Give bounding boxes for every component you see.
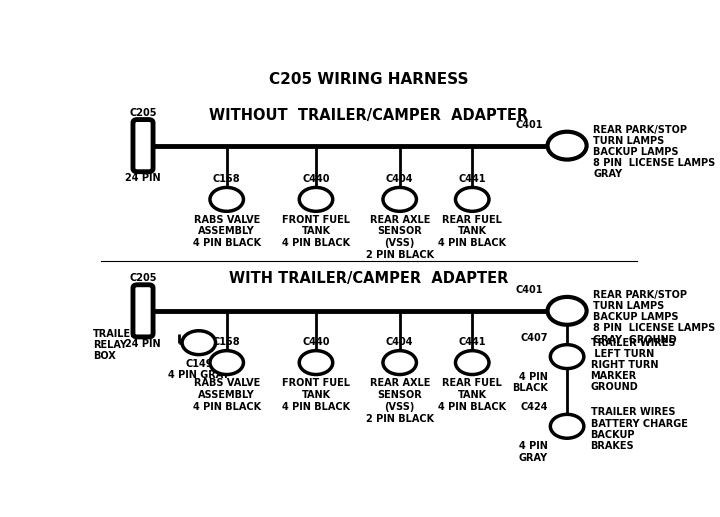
Text: TURN LAMPS: TURN LAMPS [593,301,665,311]
Text: 24 PIN: 24 PIN [125,173,161,184]
Text: 2 PIN BLACK: 2 PIN BLACK [366,414,433,423]
Text: 4 PIN BLACK: 4 PIN BLACK [438,402,506,412]
Text: TRAILER WIRES: TRAILER WIRES [590,338,675,348]
Text: 8 PIN  LICENSE LAMPS: 8 PIN LICENSE LAMPS [593,323,716,333]
Circle shape [383,188,416,211]
Text: WITH TRAILER/CAMPER  ADAPTER: WITH TRAILER/CAMPER ADAPTER [229,271,509,286]
Text: BACKUP LAMPS: BACKUP LAMPS [593,312,679,322]
Text: 2 PIN BLACK: 2 PIN BLACK [366,250,433,261]
Text: ASSEMBLY: ASSEMBLY [198,226,255,236]
Text: BACKUP LAMPS: BACKUP LAMPS [593,147,679,157]
Text: TANK: TANK [302,226,330,236]
Circle shape [210,351,243,374]
Circle shape [550,345,584,369]
FancyBboxPatch shape [133,285,153,337]
Text: ASSEMBLY: ASSEMBLY [198,390,255,400]
Text: LEFT TURN: LEFT TURN [590,349,654,359]
Circle shape [210,188,243,211]
Text: SENSOR: SENSOR [377,226,422,236]
Text: GROUND: GROUND [590,382,638,392]
Text: REAR PARK/STOP: REAR PARK/STOP [593,290,688,300]
Text: RIGHT TURN: RIGHT TURN [590,360,658,370]
Text: C440: C440 [302,338,330,347]
Text: C441: C441 [459,338,486,347]
Text: C158: C158 [213,174,240,184]
Text: C404: C404 [386,338,413,347]
Text: TRAILER: TRAILER [93,329,138,339]
Text: 4 PIN BLACK: 4 PIN BLACK [193,238,261,248]
Text: TANK: TANK [458,226,487,236]
Text: 4 PIN: 4 PIN [518,442,547,451]
Text: BATTERY CHARGE: BATTERY CHARGE [590,418,688,429]
Text: GRAY: GRAY [593,169,623,179]
Text: C205 WIRING HARNESS: C205 WIRING HARNESS [269,72,469,87]
Text: BLACK: BLACK [512,383,547,393]
Text: 4 PIN BLACK: 4 PIN BLACK [193,402,261,412]
Text: WITHOUT  TRAILER/CAMPER  ADAPTER: WITHOUT TRAILER/CAMPER ADAPTER [210,108,528,123]
Text: C401: C401 [516,120,543,130]
Text: 4 PIN BLACK: 4 PIN BLACK [438,238,506,248]
Text: BRAKES: BRAKES [590,441,634,451]
Circle shape [300,351,333,374]
Text: FRONT FUEL: FRONT FUEL [282,215,350,224]
Text: C158: C158 [213,338,240,347]
Text: SENSOR: SENSOR [377,390,422,400]
Text: FRONT FUEL: FRONT FUEL [282,378,350,388]
Circle shape [456,351,489,374]
Text: C149: C149 [185,359,212,369]
Text: REAR AXLE: REAR AXLE [369,378,430,388]
Text: C401: C401 [516,285,543,295]
Text: GRAY  GROUND: GRAY GROUND [593,334,677,344]
Text: REAR PARK/STOP: REAR PARK/STOP [593,125,688,135]
Text: RELAY: RELAY [93,340,127,350]
Circle shape [300,188,333,211]
Text: RABS VALVE: RABS VALVE [194,215,260,224]
Text: TANK: TANK [458,390,487,400]
Text: REAR FUEL: REAR FUEL [442,215,502,224]
Text: REAR FUEL: REAR FUEL [442,378,502,388]
Text: 4 PIN: 4 PIN [518,372,547,382]
Text: 24 PIN: 24 PIN [125,339,161,348]
Text: MARKER: MARKER [590,371,636,381]
Text: GRAY: GRAY [518,452,547,463]
Text: TANK: TANK [302,390,330,400]
Circle shape [182,331,215,355]
Text: C424: C424 [520,402,547,413]
Text: 4 PIN BLACK: 4 PIN BLACK [282,402,350,412]
Text: C404: C404 [386,174,413,184]
Text: C205: C205 [130,108,157,118]
Circle shape [456,188,489,211]
Text: BOX: BOX [93,351,115,361]
Circle shape [547,132,587,160]
FancyBboxPatch shape [133,119,153,172]
Text: 4 PIN BLACK: 4 PIN BLACK [282,238,350,248]
Text: C407: C407 [520,333,547,343]
Circle shape [547,297,587,325]
Text: 8 PIN  LICENSE LAMPS: 8 PIN LICENSE LAMPS [593,158,716,168]
Text: (VSS): (VSS) [384,238,415,248]
Circle shape [550,414,584,438]
Text: RABS VALVE: RABS VALVE [194,378,260,388]
Text: TURN LAMPS: TURN LAMPS [593,136,665,146]
Circle shape [383,351,416,374]
Text: C205: C205 [130,273,157,283]
Text: C440: C440 [302,174,330,184]
Text: BACKUP: BACKUP [590,430,635,439]
Text: 4 PIN GRAY: 4 PIN GRAY [168,370,230,380]
Text: REAR AXLE: REAR AXLE [369,215,430,224]
Text: TRAILER WIRES: TRAILER WIRES [590,407,675,417]
Text: C441: C441 [459,174,486,184]
Text: (VSS): (VSS) [384,402,415,412]
